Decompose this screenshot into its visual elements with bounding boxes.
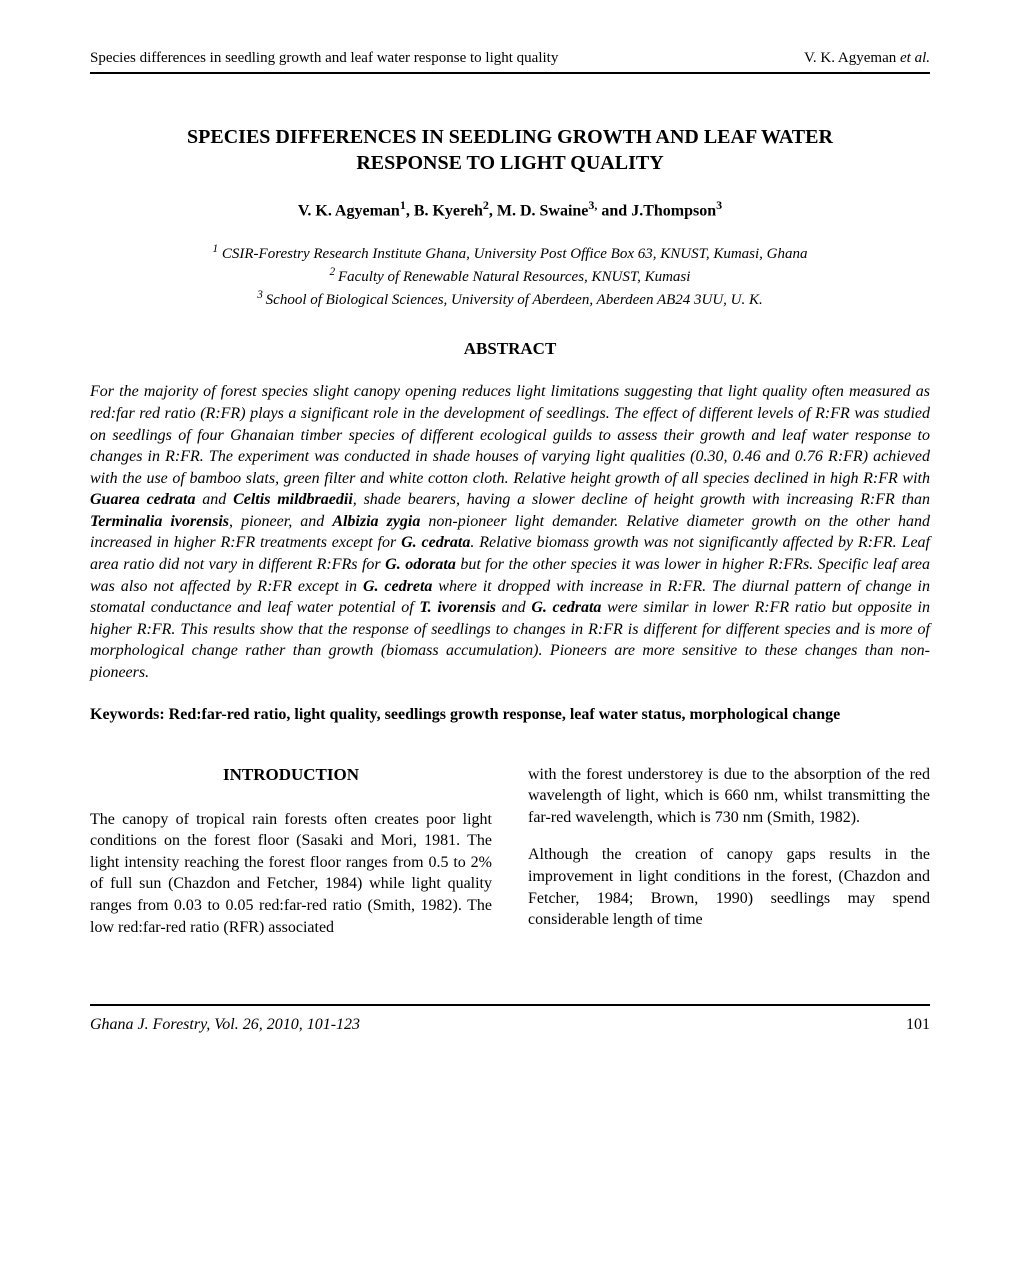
footer: Ghana J. Forestry, Vol. 26, 2010, 101-12… (90, 1016, 930, 1034)
page-number: 101 (906, 1016, 930, 1034)
running-title: Species differences in seedling growth a… (90, 50, 558, 67)
body-columns: INTRODUCTION The canopy of tropical rain… (90, 764, 930, 955)
running-header: Species differences in seedling growth a… (90, 50, 930, 72)
introduction-heading: INTRODUCTION (90, 764, 492, 787)
keywords: Keywords: Red:far-red ratio, light quali… (90, 706, 930, 724)
abstract-text: For the majority of forest species sligh… (90, 381, 930, 683)
footer-rule (90, 1004, 930, 1006)
authors-line: V. K. Agyeman1, B. Kyereh2, M. D. Swaine… (90, 198, 930, 220)
affiliations: 1 CSIR-Forestry Research Institute Ghana… (90, 242, 930, 311)
intro-paragraph-1: The canopy of tropical rain forests ofte… (90, 809, 492, 939)
intro-paragraph-1-cont: with the forest understorey is due to th… (528, 764, 930, 829)
right-column: with the forest understorey is due to th… (528, 764, 930, 955)
header-rule (90, 72, 930, 74)
left-column: INTRODUCTION The canopy of tropical rain… (90, 764, 492, 955)
abstract-heading: ABSTRACT (90, 339, 930, 359)
header-author: V. K. Agyeman et al. (804, 50, 930, 67)
article-title: SPECIES DIFFERENCES IN SEEDLING GROWTH A… (90, 124, 930, 176)
intro-paragraph-2: Although the creation of canopy gaps res… (528, 844, 930, 930)
journal-citation: Ghana J. Forestry, Vol. 26, 2010, 101-12… (90, 1016, 360, 1034)
